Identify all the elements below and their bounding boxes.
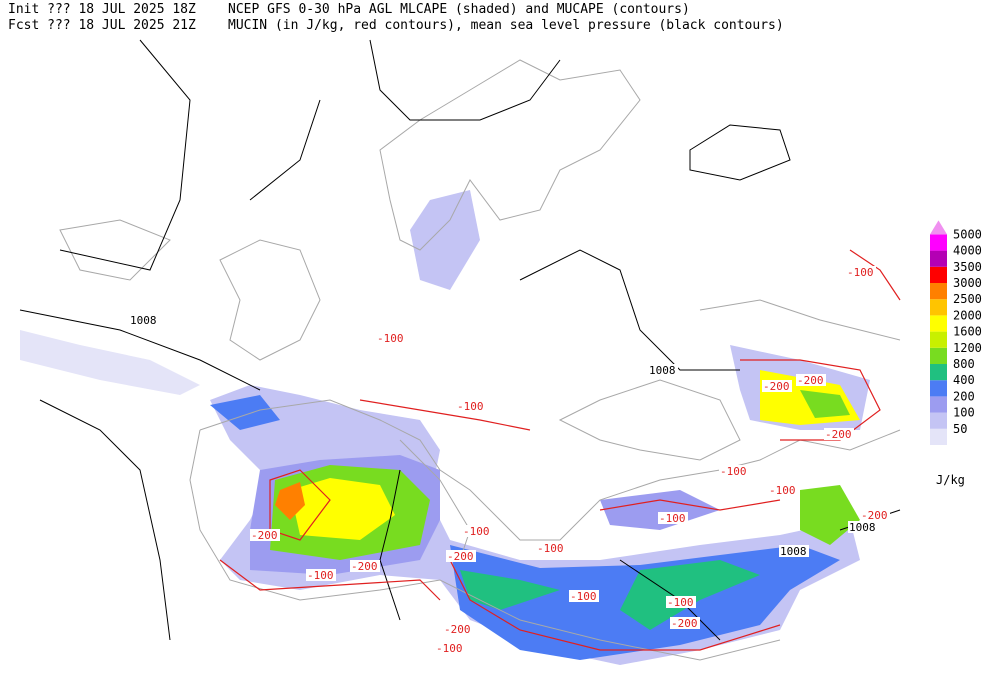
colorbar-swatch bbox=[930, 396, 947, 413]
subtitle: MUCIN (in J/kg, red contours), mean sea … bbox=[228, 18, 784, 33]
cin-label-bg bbox=[443, 623, 473, 635]
forecast-time: Fcst ??? 18 JUL 2025 21Z bbox=[8, 18, 196, 33]
cin-label: -200 bbox=[797, 374, 824, 387]
colorbar-swatch bbox=[930, 364, 947, 381]
pressure-label: 1008 bbox=[849, 521, 876, 534]
cin-label-bg bbox=[569, 590, 599, 602]
cin-label-bg bbox=[670, 617, 700, 629]
cin-label: -200 bbox=[251, 529, 278, 542]
cin-label: -200 bbox=[444, 623, 471, 636]
cin-label: -200 bbox=[763, 380, 790, 393]
pressure-label: 1008 bbox=[649, 364, 676, 377]
colorbar-swatch bbox=[930, 428, 947, 445]
colorbar-label: 400 bbox=[953, 373, 975, 387]
colorbar-label: 100 bbox=[953, 406, 975, 420]
colorbar-label: 1600 bbox=[953, 325, 982, 339]
cin-label-bg bbox=[666, 596, 696, 608]
cin-label: -200 bbox=[825, 428, 852, 441]
cin-label-bg bbox=[350, 560, 380, 572]
colorbar-swatch bbox=[930, 299, 947, 316]
colorbar-label: 2500 bbox=[953, 292, 982, 306]
cin-label: -100 bbox=[457, 400, 484, 413]
pressure-label-bg bbox=[848, 521, 878, 533]
pressure-label-bg bbox=[779, 545, 809, 557]
cin-label-bg bbox=[846, 266, 876, 278]
colorbar-swatch bbox=[930, 331, 947, 348]
cin-label-bg bbox=[446, 550, 476, 562]
colorbar-label: 3500 bbox=[953, 260, 982, 274]
cin-label-bg bbox=[860, 509, 890, 521]
title: NCEP GFS 0-30 hPa AGL MLCAPE (shaded) an… bbox=[228, 2, 690, 17]
init-time: Init ??? 18 JUL 2025 18Z bbox=[8, 2, 196, 17]
cin-label-bg bbox=[658, 512, 688, 524]
cin-label-bg bbox=[456, 400, 486, 412]
cin-label-bg bbox=[435, 642, 465, 654]
cin-label-bg bbox=[762, 380, 792, 392]
cin-label: -200 bbox=[351, 560, 378, 573]
colorbar-label: 4000 bbox=[953, 244, 982, 258]
colorbar-swatch bbox=[930, 347, 947, 364]
cape-shading bbox=[20, 190, 870, 665]
colorbar-extend bbox=[930, 220, 947, 235]
colorbar-label: 800 bbox=[953, 357, 975, 371]
pressure-label-bg bbox=[648, 364, 678, 376]
cin-label: -100 bbox=[667, 596, 694, 609]
colorbar-swatch bbox=[930, 380, 947, 397]
cin-label: -100 bbox=[436, 642, 463, 655]
contour-labels: 1008 1008 1008 1008 -100 -100 -100 -100 -100 -100… bbox=[129, 266, 890, 655]
colorbar-swatch bbox=[930, 234, 947, 251]
cin-label: -100 bbox=[377, 332, 404, 345]
cin-label: -200 bbox=[447, 550, 474, 563]
colorbar: 50 100 200 400 800 1200 1600 2000 2500 3000 3500 40… bbox=[930, 220, 982, 445]
colorbar-swatch bbox=[930, 266, 947, 283]
cin-label: -100 bbox=[659, 512, 686, 525]
cin-label-bg bbox=[824, 428, 854, 440]
cin-label-bg bbox=[719, 465, 749, 477]
cin-label: -100 bbox=[307, 569, 334, 582]
colorbar-swatch bbox=[930, 283, 947, 300]
cin-label: -200 bbox=[861, 509, 888, 522]
colorbar-swatch bbox=[930, 412, 947, 429]
colorbar-swatch bbox=[930, 315, 947, 332]
cin-label-bg bbox=[376, 332, 406, 344]
cin-label-bg bbox=[250, 529, 280, 541]
colorbar-label: 200 bbox=[953, 389, 975, 403]
colorbar-label: 3000 bbox=[953, 276, 982, 290]
colorbar-swatch bbox=[930, 250, 947, 267]
cin-label: -100 bbox=[537, 542, 564, 555]
colorbar-label: 1200 bbox=[953, 341, 982, 355]
cin-label: -100 bbox=[463, 525, 490, 538]
pressure-label: 1008 bbox=[130, 314, 157, 327]
cin-label: -100 bbox=[769, 484, 796, 497]
cin-label: -100 bbox=[847, 266, 874, 279]
cin-label-bg bbox=[768, 484, 798, 496]
colorbar-label: 5000 bbox=[953, 227, 982, 241]
cin-label-bg bbox=[796, 374, 826, 386]
cin-label-bg bbox=[536, 542, 566, 554]
coastlines bbox=[59, 59, 901, 661]
colorbar-label: 2000 bbox=[953, 308, 982, 322]
cin-label-bg bbox=[306, 569, 336, 581]
colorbar-label: 50 bbox=[953, 422, 967, 436]
colorbar-unit: J/kg bbox=[936, 473, 965, 487]
pressure-label: 1008 bbox=[780, 545, 807, 558]
cin-label-bg bbox=[462, 525, 492, 537]
cin-label: -100 bbox=[720, 465, 747, 478]
pressure-label-bg bbox=[129, 314, 159, 326]
cin-label: -200 bbox=[671, 617, 698, 630]
cin-label: -100 bbox=[570, 590, 597, 603]
